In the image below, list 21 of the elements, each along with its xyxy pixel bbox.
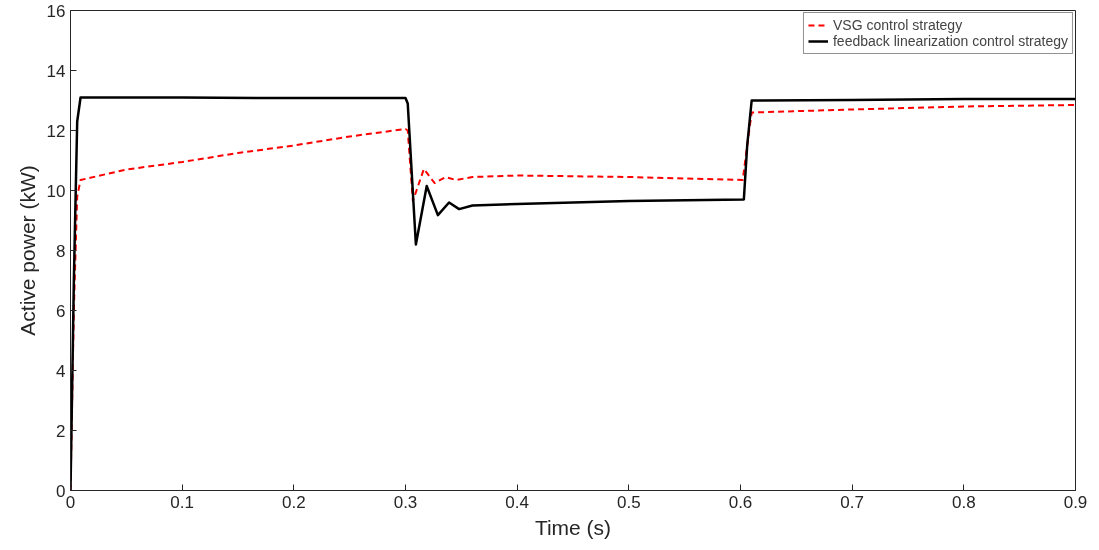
x-tick-label: 0.4	[505, 492, 529, 512]
legend-label: feedback linearization control strategy	[832, 33, 1068, 49]
x-tick-label: 0.1	[170, 492, 194, 512]
y-tick-label: 4	[56, 361, 66, 381]
y-tick-label: 12	[46, 121, 66, 141]
x-tick-label: 0.7	[840, 492, 864, 512]
y-tick-label: 14	[46, 61, 66, 81]
x-axis-title: Time (s)	[534, 515, 612, 539]
legend-label: VSG control strategy	[832, 17, 963, 33]
x-tick-label: 0.5	[617, 492, 641, 512]
y-tick-label: 16	[46, 1, 66, 21]
y-tick-label: 10	[46, 181, 66, 201]
x-tick-label: 0.2	[282, 492, 306, 512]
y-axis-title: Active power (kW)	[15, 165, 39, 336]
x-tick-label: 0.8	[952, 492, 976, 512]
x-tick-label: 0.3	[393, 492, 418, 512]
y-tick-label: 6	[56, 301, 66, 321]
x-tick-label: 0.6	[728, 492, 753, 512]
y-tick-label: 8	[56, 241, 66, 261]
y-tick-label: 2	[56, 421, 66, 441]
x-tick-label: 0.9	[1063, 492, 1088, 512]
